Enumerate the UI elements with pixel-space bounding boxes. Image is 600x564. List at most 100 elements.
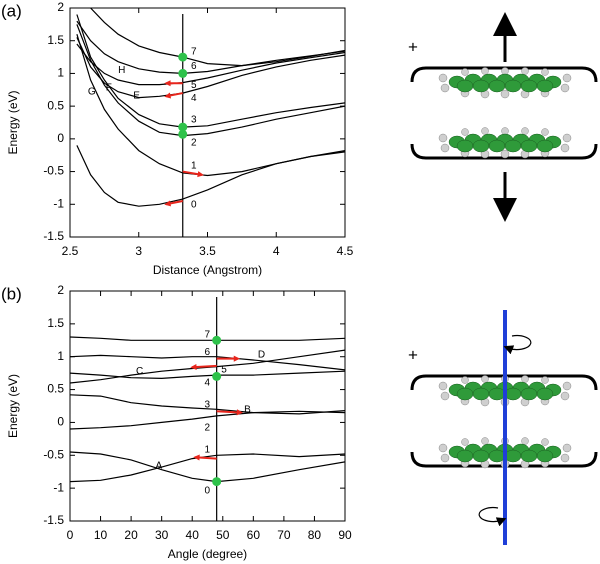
- annotation: 1: [191, 160, 197, 171]
- annotation: 4: [204, 378, 210, 389]
- curve: [70, 451, 345, 483]
- arrow-head: [236, 409, 244, 416]
- state-point: [212, 371, 222, 381]
- annotation: 7: [191, 46, 197, 57]
- curve: [90, 8, 345, 67]
- annotation: A: [156, 460, 163, 471]
- panel-label: (a): [1, 1, 22, 20]
- annotation: 4: [191, 93, 197, 104]
- x-tick-label: 2.5: [62, 244, 79, 258]
- y-axis-label: Energy (eV): [6, 374, 20, 438]
- curve: [76, 20, 345, 75]
- x-tick-label: 40: [186, 528, 200, 542]
- y-tick-label: -1.5: [43, 229, 64, 243]
- x-tick-label: 0: [67, 528, 74, 542]
- annotation: G: [88, 86, 96, 97]
- chart: -1.5 -1 -0.5 0 0.5 1 1.5 2 2.5 3 3.5 4 4.5 Distance (…: [1, 0, 354, 277]
- curve: [70, 370, 345, 380]
- arrow-head: [164, 200, 172, 207]
- annotation: 5: [221, 364, 227, 375]
- y-tick-label: -1: [53, 196, 64, 210]
- annotation: 1: [204, 445, 210, 456]
- state-point: [212, 335, 222, 345]
- x-axis-label: Angle (degree): [168, 547, 247, 561]
- x-tick-label: 20: [124, 528, 138, 542]
- y-tick-label: 0: [57, 415, 64, 429]
- arrow-head: [164, 92, 172, 99]
- chart: -1.5-1-0.500.511.520 10 20 30 40 50 60 70 80 90An…: [1, 283, 352, 561]
- annotation: 3: [204, 399, 210, 410]
- y-tick-label: -0.5: [43, 164, 64, 178]
- arrow-head: [197, 171, 204, 178]
- y-tick-label: 0: [57, 131, 64, 145]
- annotation: C: [136, 366, 143, 377]
- panel-label: (b): [1, 284, 22, 303]
- annotation: B: [244, 405, 251, 416]
- y-tick-label: 2: [57, 0, 64, 14]
- curve: [70, 349, 345, 384]
- arrow-head: [193, 454, 200, 461]
- state-point: [178, 68, 188, 78]
- rotation-arrows: [478, 334, 532, 527]
- x-tick-label: 50: [216, 528, 230, 542]
- y-tick-label: 1.5: [47, 316, 64, 330]
- annotation: D: [258, 349, 265, 360]
- state-point: [178, 129, 188, 139]
- annotation: 0: [191, 200, 197, 211]
- x-tick-label: 30: [155, 528, 169, 542]
- x-tick-label: 80: [308, 528, 322, 542]
- y-tick-label: 0.5: [47, 98, 64, 112]
- arrow-head: [190, 363, 197, 371]
- annotation: 3: [191, 115, 197, 126]
- x-axis-label: Distance (Angstrom): [153, 263, 262, 277]
- curve: [70, 394, 345, 415]
- y-tick-label: 0.5: [47, 382, 64, 396]
- y-tick-label: -1: [53, 480, 64, 494]
- y-tick-label: -1.5: [43, 513, 64, 527]
- annotation: 0: [204, 485, 210, 496]
- plot-frame: [69, 7, 346, 238]
- annotation: 2: [204, 422, 210, 433]
- x-tick-label: 3: [135, 244, 142, 258]
- state-point: [178, 52, 188, 62]
- annotation: 7: [204, 330, 210, 341]
- y-tick-label: -0.5: [43, 447, 64, 461]
- y-tick-label: 1: [57, 349, 64, 363]
- annotation: 2: [191, 137, 197, 148]
- curve: [70, 453, 345, 483]
- state-point: [178, 122, 188, 132]
- charge-sign: +: [408, 37, 418, 56]
- molecule: [438, 67, 572, 99]
- x-tick-label: 60: [247, 528, 261, 542]
- annotation: 5: [191, 80, 197, 91]
- charge-sign: +: [408, 345, 418, 364]
- curve: [70, 336, 345, 341]
- annotation: F: [106, 82, 112, 93]
- annotation: 6: [191, 61, 197, 72]
- y-tick-label: 1.5: [47, 33, 64, 47]
- annotation: 6: [204, 347, 210, 358]
- y-axis-label: Energy (eV): [6, 90, 20, 154]
- curve: [76, 145, 345, 207]
- x-tick-label: 10: [94, 528, 108, 542]
- curve: [76, 34, 345, 177]
- y-tick-label: 1: [57, 66, 64, 80]
- arrow-head: [164, 80, 171, 87]
- curve: [70, 354, 345, 371]
- plot-frame: [69, 290, 346, 522]
- x-tick-label: 4.5: [337, 244, 354, 258]
- curve: [70, 410, 345, 430]
- curve: [76, 14, 345, 128]
- state-point: [212, 477, 222, 487]
- x-tick-label: 70: [277, 528, 291, 542]
- annotation: H: [118, 65, 125, 76]
- y-tick-label: 2: [57, 283, 64, 297]
- x-tick-label: 4: [273, 244, 280, 258]
- x-tick-label: 3.5: [199, 244, 216, 258]
- curve: [76, 37, 345, 99]
- x-tick-label: 90: [338, 528, 352, 542]
- molecule: [438, 127, 572, 159]
- annotation: E: [133, 90, 140, 101]
- illustration-a: [410, 12, 598, 222]
